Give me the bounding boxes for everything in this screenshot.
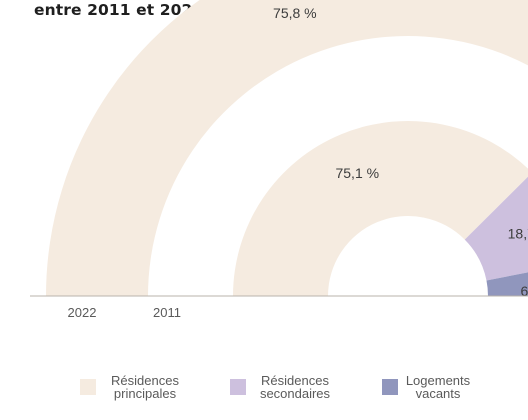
legend-swatch-residences-principales bbox=[80, 379, 96, 395]
data-label-2022-residences-principales: 75,8 % bbox=[273, 5, 317, 21]
data-label-2011-residences-secondaires: 18,7 % bbox=[508, 226, 528, 242]
segment-2022-residences-principales bbox=[46, 0, 528, 296]
legend-label-residences-secondaires: Résidences secondaires bbox=[259, 373, 331, 401]
chart-marks: 75,8 %17,1 %7,1 %75,1 %18,7 %6,2 % bbox=[46, 0, 528, 299]
ring-label-2022: 2022 bbox=[68, 305, 97, 320]
legend-swatch-logements-vacants bbox=[382, 379, 398, 395]
chart-title: entre 2011 et 2022 bbox=[34, 1, 204, 19]
legend-label-logements-vacants: Logements vacants bbox=[405, 373, 471, 401]
legend-item-residences-principales: Résidences principales bbox=[80, 374, 187, 400]
legend-swatch-residences-secondaires bbox=[230, 379, 246, 395]
legend-item-residences-secondaires: Résidences secondaires bbox=[230, 374, 337, 400]
segment-2011-logements-vacants bbox=[486, 272, 528, 296]
data-label-2011-logements-vacants: 6,2 % bbox=[520, 283, 528, 299]
segment-2011-residences-principales bbox=[233, 121, 528, 296]
legend-label-residences-principales: Résidences principales bbox=[111, 373, 179, 401]
legend-item-logements-vacants: Logements vacants bbox=[382, 374, 471, 400]
segment-2011-residences-secondaires bbox=[464, 176, 528, 281]
data-label-2011-residences-principales: 75,1 % bbox=[335, 165, 379, 181]
ring-label-2011: 2011 bbox=[153, 305, 181, 320]
